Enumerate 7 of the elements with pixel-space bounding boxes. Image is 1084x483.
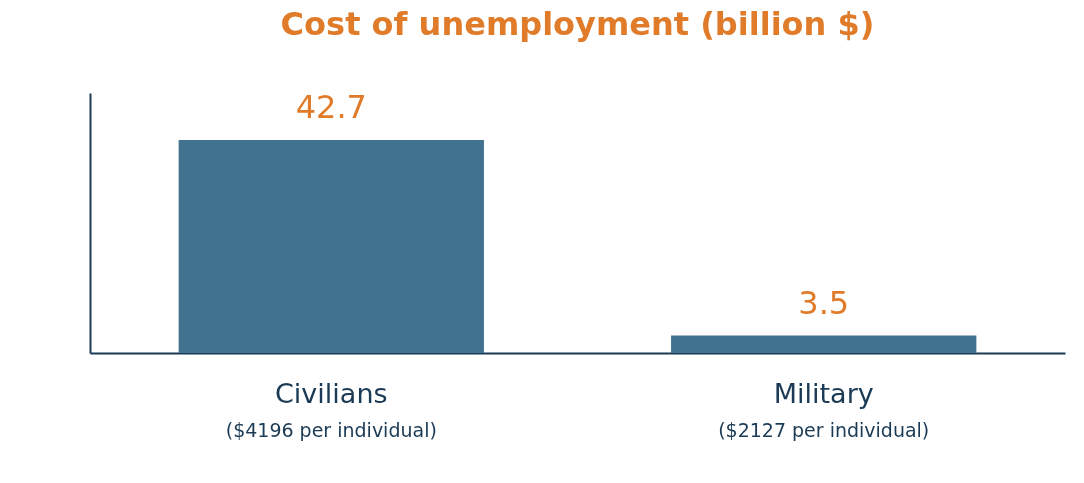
x-tick-label: Civilians: [275, 378, 388, 409]
data-label: 3.5: [798, 283, 850, 322]
text: ($2127 per individual): [718, 419, 930, 441]
text: ($4196 per individual): [225, 419, 437, 441]
chart-title: Cost of unemployment (billion $): [280, 4, 875, 43]
data-label: 42.7: [295, 87, 367, 126]
x-tick-label: Military: [773, 378, 874, 409]
